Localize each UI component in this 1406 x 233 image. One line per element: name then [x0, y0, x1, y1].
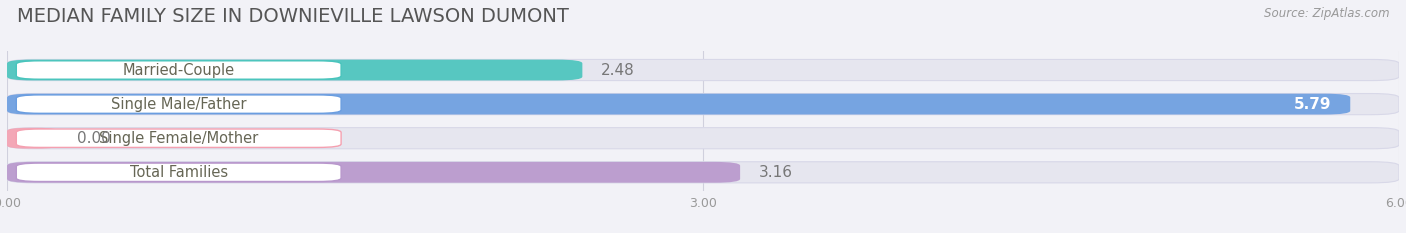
FancyBboxPatch shape: [7, 128, 1399, 149]
Text: Single Male/Father: Single Male/Father: [111, 97, 246, 112]
FancyBboxPatch shape: [7, 59, 1399, 81]
FancyBboxPatch shape: [7, 94, 1350, 114]
Text: Source: ZipAtlas.com: Source: ZipAtlas.com: [1264, 7, 1389, 20]
FancyBboxPatch shape: [17, 163, 342, 182]
FancyBboxPatch shape: [17, 129, 342, 147]
FancyBboxPatch shape: [17, 95, 342, 113]
Text: 2.48: 2.48: [600, 62, 634, 78]
Text: Total Families: Total Families: [129, 165, 228, 180]
FancyBboxPatch shape: [7, 93, 1399, 115]
FancyBboxPatch shape: [7, 162, 740, 183]
FancyBboxPatch shape: [7, 128, 58, 149]
Text: 5.79: 5.79: [1294, 97, 1331, 112]
FancyBboxPatch shape: [7, 60, 582, 80]
FancyBboxPatch shape: [7, 162, 1399, 183]
Text: MEDIAN FAMILY SIZE IN DOWNIEVILLE LAWSON DUMONT: MEDIAN FAMILY SIZE IN DOWNIEVILLE LAWSON…: [17, 7, 569, 26]
Text: 0.00: 0.00: [76, 131, 111, 146]
Text: 3.16: 3.16: [759, 165, 793, 180]
FancyBboxPatch shape: [17, 61, 342, 79]
Text: Single Female/Mother: Single Female/Mother: [98, 131, 259, 146]
Text: Married-Couple: Married-Couple: [122, 62, 235, 78]
